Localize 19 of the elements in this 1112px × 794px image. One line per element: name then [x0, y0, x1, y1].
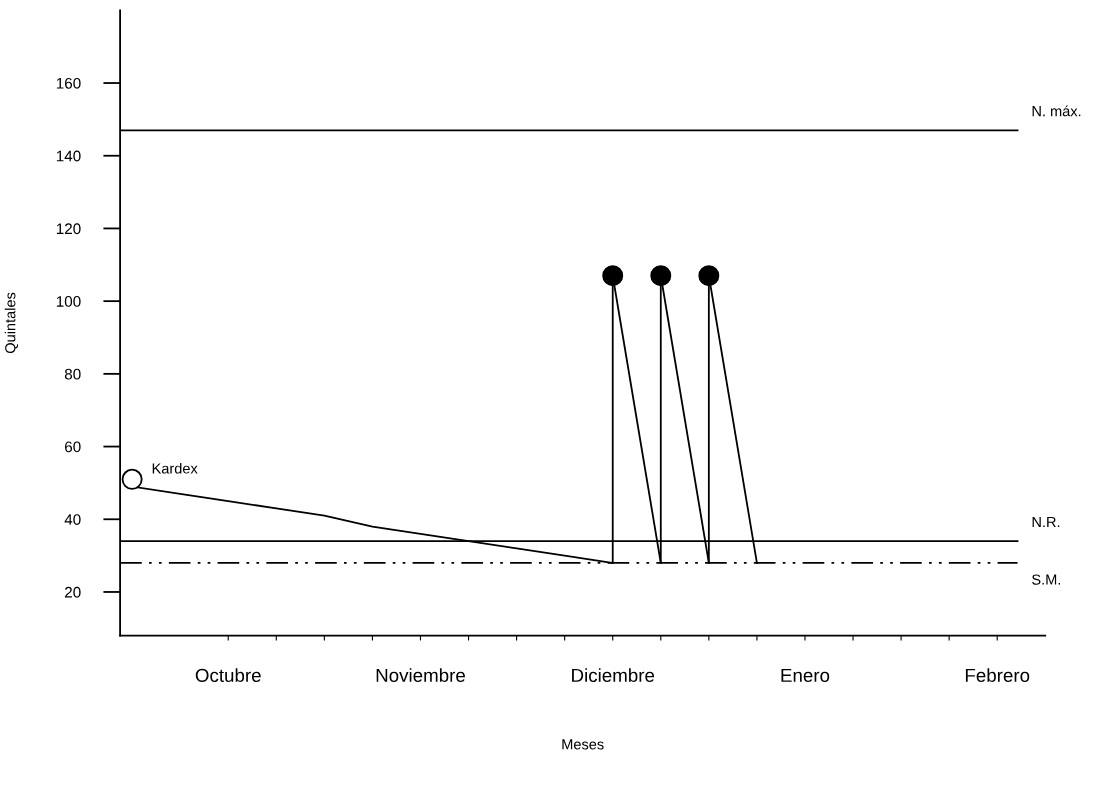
y-tick-label: 140 — [56, 150, 81, 162]
x-tick-label: Febrero — [965, 668, 1030, 683]
ref-line-label: N.R. — [1032, 516, 1060, 527]
y-tick-label: 20 — [64, 586, 81, 598]
y-tick-label: 100 — [56, 296, 81, 307]
series-label: Kardex — [152, 462, 198, 474]
x-tick-label: Noviembre — [376, 668, 465, 683]
x-axis-title: Meses — [562, 739, 604, 750]
y-tick-label: 40 — [64, 514, 81, 525]
y-axis-title: Quintales — [4, 292, 19, 354]
y-tick-label: 80 — [64, 368, 81, 380]
ref-line-label: S.M. — [1032, 574, 1061, 585]
x-tick-label: Octubre — [195, 668, 261, 683]
y-tick-label: 120 — [56, 223, 81, 235]
ref-line-label: N. máx. — [1032, 105, 1081, 117]
x-tick-label: Diciembre — [572, 668, 655, 683]
y-tick-label: 160 — [56, 77, 81, 89]
y-tick-label: 60 — [64, 441, 81, 453]
x-tick-label: Enero — [781, 668, 830, 683]
